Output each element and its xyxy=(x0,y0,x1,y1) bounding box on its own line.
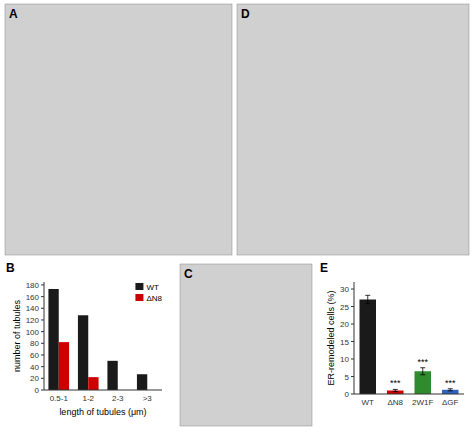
y-tick xyxy=(351,359,354,360)
y-tick-label: 20 xyxy=(340,320,349,329)
y-tick-label: 25 xyxy=(340,303,349,312)
y-tick-label: 100 xyxy=(26,328,40,337)
y-axis xyxy=(354,282,355,394)
error-bar xyxy=(420,368,425,375)
y-tick-label: 160 xyxy=(26,293,40,302)
legend-label: ΔN8 xyxy=(146,294,162,303)
x-tick-label: >3 xyxy=(143,394,153,403)
y-tick-label: 180 xyxy=(26,281,40,290)
bar-panel: E *** *** *** 0 5 10 15 20 25 30 WT ΔN8 2W1F ΔGF ER-rem… xyxy=(320,261,464,407)
y-tick-label: 20 xyxy=(30,374,39,383)
y-tick xyxy=(41,284,44,285)
significance-label: *** xyxy=(390,378,401,388)
bar-panel: B 0 20 40 60 80 100 120 140 160 180 0.5-1 1-2 2-3 >3 le… xyxy=(6,261,163,417)
image-panel: A xyxy=(5,4,232,255)
image-panel: C xyxy=(180,264,312,426)
x-axis xyxy=(354,394,464,395)
bar xyxy=(137,374,147,390)
y-tick-label: 0 xyxy=(35,386,40,395)
legend: WT ΔN8 xyxy=(135,283,162,303)
y-tick-label: 30 xyxy=(340,285,349,294)
error-bar xyxy=(393,389,398,391)
bar xyxy=(107,361,117,390)
x-tick-label: ΔGF xyxy=(442,398,459,407)
x-tick-label: 2-3 xyxy=(112,394,124,403)
legend-swatch xyxy=(135,294,143,301)
y-axis-label: number of tubules xyxy=(12,299,22,372)
bar xyxy=(48,289,58,390)
error-bar xyxy=(448,389,453,391)
y-tick xyxy=(41,366,44,367)
y-tick xyxy=(351,376,354,377)
y-tick xyxy=(351,324,354,325)
image-panel: D xyxy=(237,4,469,255)
image-placeholder xyxy=(5,4,232,255)
x-tick-label: 0.5-1 xyxy=(50,394,69,403)
y-tick xyxy=(41,390,44,391)
x-tick-label: 2W1F xyxy=(412,398,433,407)
significance-label: *** xyxy=(417,357,428,367)
image-placeholder xyxy=(180,264,312,426)
legend-swatch xyxy=(135,283,143,290)
y-tick xyxy=(41,319,44,320)
y-tick xyxy=(41,331,44,332)
significance-label: *** xyxy=(445,378,456,388)
y-tick-label: 0 xyxy=(345,390,350,399)
panel-label: D xyxy=(241,7,250,21)
bar xyxy=(59,342,69,390)
error-bar xyxy=(365,295,370,303)
x-axis-label: length of tubules (μm) xyxy=(59,407,146,417)
y-tick-label: 80 xyxy=(30,339,39,348)
y-tick-label: 5 xyxy=(345,373,350,382)
panel-label: B xyxy=(6,261,15,275)
image-placeholder xyxy=(237,4,469,255)
y-tick xyxy=(351,289,354,290)
y-tick xyxy=(351,341,354,342)
panel-label: A xyxy=(9,7,18,21)
y-axis-label: ER-remodeled cells (%) xyxy=(326,290,336,385)
y-tick-label: 40 xyxy=(30,363,39,372)
bar xyxy=(360,300,377,395)
y-tick-label: 120 xyxy=(26,316,40,325)
x-tick-label: 1-2 xyxy=(82,394,94,403)
bar xyxy=(88,377,98,390)
y-tick-label: 10 xyxy=(340,355,349,364)
y-tick xyxy=(351,394,354,395)
bar xyxy=(415,371,432,394)
y-tick xyxy=(351,306,354,307)
x-tick-label: WT xyxy=(362,398,375,407)
bars xyxy=(360,295,459,394)
bar xyxy=(78,315,88,390)
figure: ADB0204060801001201401601800.5-11-22-3>3… xyxy=(0,0,474,432)
y-tick xyxy=(41,354,44,355)
y-axis xyxy=(44,282,45,390)
y-tick xyxy=(41,296,44,297)
y-tick xyxy=(41,343,44,344)
y-tick xyxy=(41,378,44,379)
y-tick xyxy=(41,308,44,309)
y-tick-label: 140 xyxy=(26,304,40,313)
panel-label: E xyxy=(320,261,328,275)
y-tick-label: 15 xyxy=(340,338,349,347)
y-tick-label: 60 xyxy=(30,351,39,360)
x-axis xyxy=(44,390,162,391)
panel-label: C xyxy=(184,267,193,281)
bars xyxy=(48,289,147,390)
legend-label: WT xyxy=(146,283,159,292)
x-tick-label: ΔN8 xyxy=(387,398,403,407)
